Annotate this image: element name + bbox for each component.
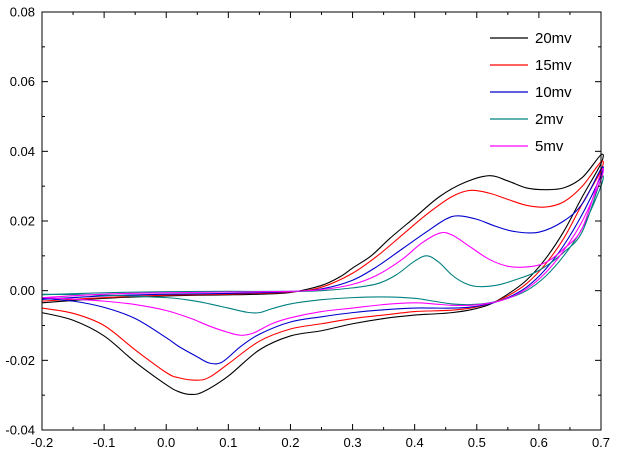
y-axis-tick-label: 0.02 [10, 214, 35, 229]
legend-label-2mv: 2mv [535, 111, 564, 128]
legend-label-5mv: 5mv [535, 138, 564, 155]
x-axis-tick-label: 0.3 [344, 435, 362, 450]
x-axis-tick-label: -0.2 [31, 435, 53, 450]
curve-10mv [41, 166, 604, 365]
y-axis-tick-label: 0.00 [10, 283, 35, 298]
legend-label-20mv: 20mv [535, 30, 572, 47]
curve-5mv [41, 168, 604, 336]
curve-15mv [41, 160, 604, 381]
x-axis-tick-label: 0.4 [406, 435, 424, 450]
x-axis-tick-label: 0.5 [468, 435, 486, 450]
x-axis-tick-label: 0.0 [157, 435, 175, 450]
legend-label-10mv: 10mv [535, 84, 572, 101]
y-axis-tick-label: 0.04 [10, 144, 35, 159]
x-axis-tick-label: 0.7 [592, 435, 610, 450]
y-axis-tick-label: 0.06 [10, 74, 35, 89]
y-axis-tick-label: 0.08 [10, 5, 35, 20]
x-axis-tick-label: -0.1 [93, 435, 115, 450]
y-axis-tick-label: -0.02 [5, 353, 35, 368]
legend-label-15mv: 15mv [535, 57, 572, 74]
y-axis-tick-label: -0.04 [5, 423, 35, 438]
x-axis-tick-label: 0.6 [530, 435, 548, 450]
x-axis-tick-label: 0.2 [281, 435, 299, 450]
x-axis-tick-label: 0.1 [219, 435, 237, 450]
